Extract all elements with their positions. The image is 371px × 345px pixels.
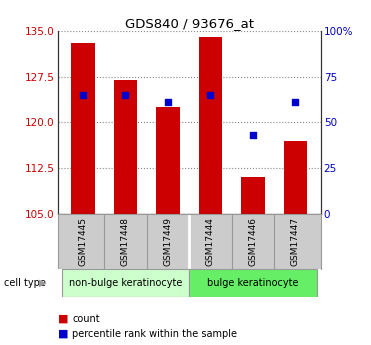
Bar	[189, 269, 317, 297]
Bar	[71, 43, 95, 214]
Bar	[114, 80, 137, 214]
Text: bulge keratinocyte: bulge keratinocyte	[207, 278, 299, 288]
Text: GSM17444: GSM17444	[206, 217, 215, 266]
Point	[122, 92, 128, 98]
Bar	[284, 141, 307, 214]
Text: GSM17447: GSM17447	[291, 217, 300, 266]
Title: GDS840 / 93676_at: GDS840 / 93676_at	[125, 17, 254, 30]
Bar	[62, 269, 189, 297]
Text: ■: ■	[58, 329, 68, 339]
Text: GSM17445: GSM17445	[79, 217, 88, 266]
Text: percentile rank within the sample: percentile rank within the sample	[72, 329, 237, 339]
Text: GSM17446: GSM17446	[249, 217, 257, 266]
Text: GSM17449: GSM17449	[164, 217, 173, 266]
Point	[80, 92, 86, 98]
Point	[250, 132, 256, 138]
Text: count: count	[72, 314, 100, 324]
Bar	[156, 107, 180, 214]
Text: ■: ■	[58, 314, 68, 324]
Text: non-bulge keratinocyte: non-bulge keratinocyte	[69, 278, 182, 288]
Text: cell type: cell type	[4, 278, 46, 288]
Point	[207, 92, 213, 98]
Text: ▶: ▶	[39, 278, 46, 288]
Point	[292, 100, 298, 105]
Point	[165, 100, 171, 105]
Text: GSM17448: GSM17448	[121, 217, 130, 266]
Bar	[199, 37, 222, 214]
Bar	[241, 177, 265, 214]
